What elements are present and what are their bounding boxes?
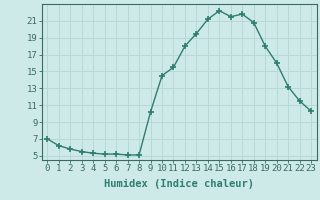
X-axis label: Humidex (Indice chaleur): Humidex (Indice chaleur) — [104, 179, 254, 189]
